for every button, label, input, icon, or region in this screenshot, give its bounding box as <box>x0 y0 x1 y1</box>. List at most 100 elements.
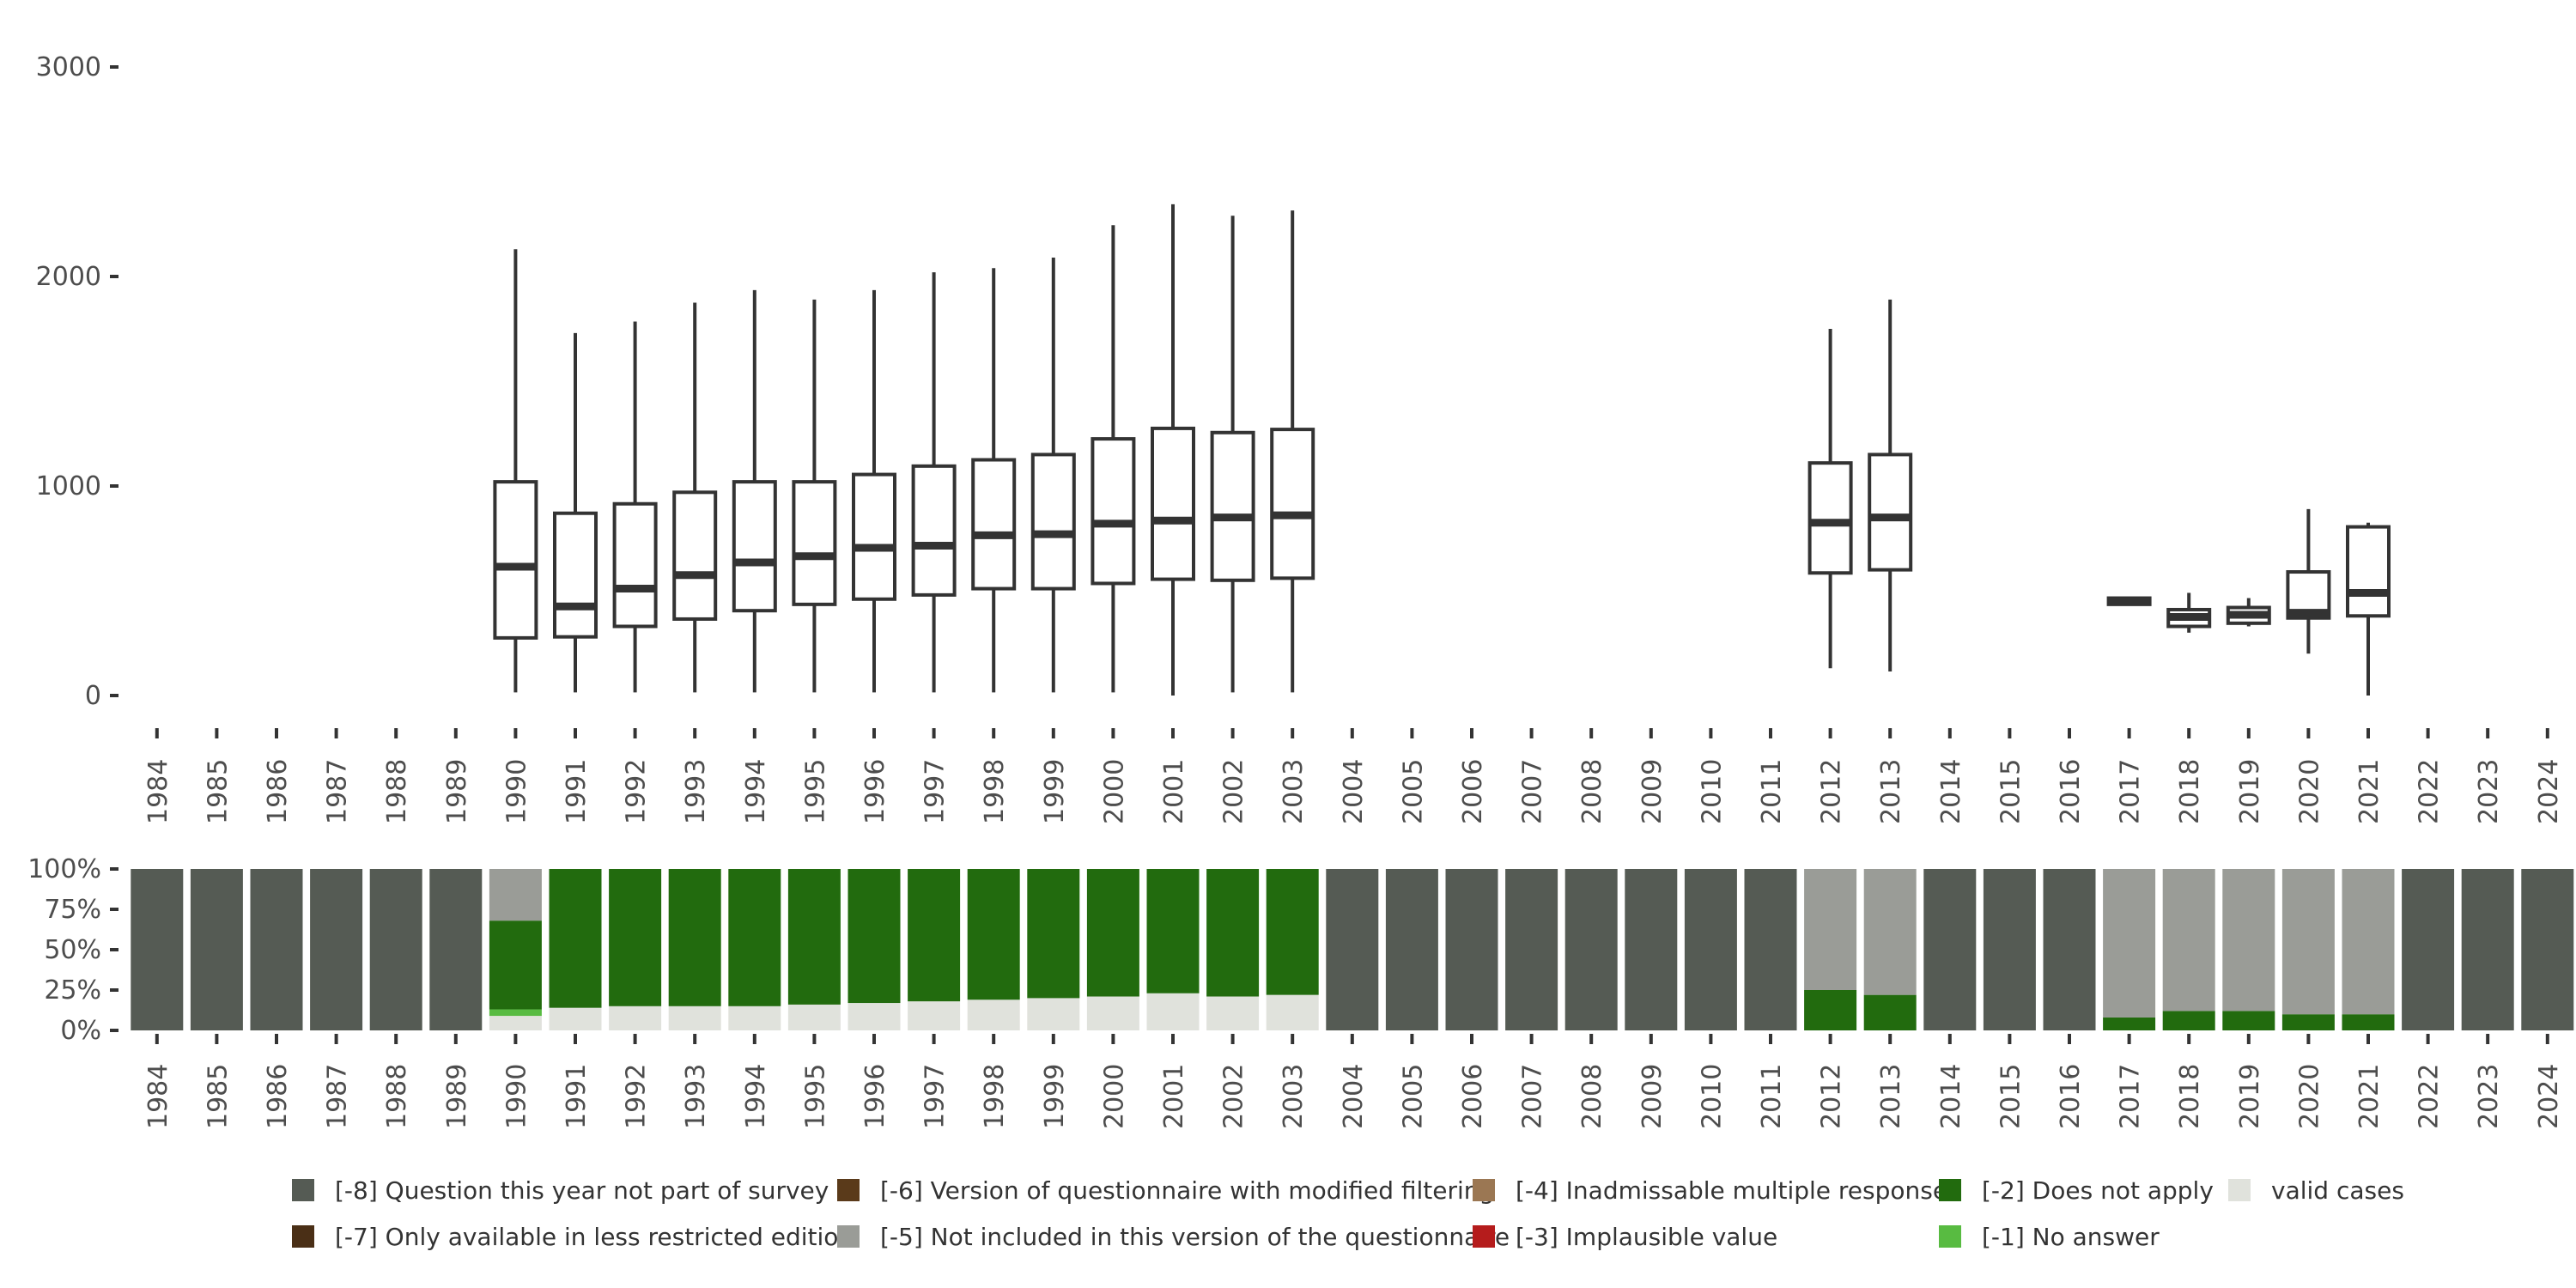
legend-label: [-7] Only available in less restricted e… <box>335 1222 854 1251</box>
bar-segment <box>1027 998 1080 1030</box>
x-tick-label: 2002 <box>1219 1064 1249 1129</box>
box-1995 <box>792 299 837 693</box>
box-body <box>971 458 1017 591</box>
x-tick-label: 2016 <box>2056 759 2086 824</box>
x-tick-label: 2022 <box>2415 1064 2445 1129</box>
x-tick-label: 2002 <box>1219 759 1249 824</box>
x-tick-label: 2005 <box>1398 759 1428 824</box>
x-tick-label: 2021 <box>2354 759 2385 824</box>
box-body <box>1210 430 1255 582</box>
bar-1985 <box>190 869 243 1030</box>
bar-2022 <box>2402 869 2455 1030</box>
bar-1994 <box>728 869 781 1030</box>
x-tick-label: 1986 <box>263 1064 293 1129</box>
bar-1995 <box>787 869 841 1030</box>
bar-1998 <box>967 869 1020 1030</box>
box-1998 <box>971 268 1017 693</box>
bar-2019 <box>2222 869 2275 1030</box>
bar-2011 <box>1744 869 1797 1030</box>
x-tick-label: 1992 <box>622 1064 652 1129</box>
bar-segment <box>1086 869 1139 997</box>
bar-2005 <box>1385 869 1438 1030</box>
bar-segment <box>668 869 721 1006</box>
bar-2006 <box>1445 869 1498 1030</box>
x-tick-label: 1985 <box>203 1064 233 1129</box>
bar-segment <box>2103 1017 2156 1030</box>
bar-2020 <box>2281 869 2335 1030</box>
legend-item: [-2] Does not apply <box>1939 1176 2214 1205</box>
x-tick-label: 1998 <box>980 1064 1010 1129</box>
x-tick-label: 2011 <box>1757 759 1787 824</box>
x-tick-label: 1992 <box>622 759 652 824</box>
legend-label: [-5] Not included in this version of the… <box>880 1222 1510 1251</box>
x-tick-label: 1989 <box>442 759 472 824</box>
x-tick-label: 2004 <box>1339 759 1369 824</box>
bar-segment <box>369 869 422 1030</box>
bar-2010 <box>1684 869 1737 1030</box>
bar-2021 <box>2342 869 2395 1030</box>
legend-label: valid cases <box>2271 1176 2404 1205</box>
legend-swatch <box>1939 1225 1961 1248</box>
bar-1999 <box>1027 869 1080 1030</box>
box-body <box>792 480 837 606</box>
x-tick-label: 1995 <box>800 759 830 824</box>
x-tick-label: 2006 <box>1458 1064 1488 1129</box>
bar-segment <box>1684 869 1737 1030</box>
x-tick-label: 2009 <box>1637 1064 1668 1129</box>
x-tick-label: 2019 <box>2235 759 2265 824</box>
bar-segment <box>250 869 303 1030</box>
x-tick-label: 1997 <box>920 1064 951 1129</box>
x-tick-label: 1989 <box>442 1064 472 1129</box>
x-tick-label: 2013 <box>1876 759 1906 824</box>
box-body <box>612 501 658 629</box>
box-body <box>2346 525 2391 618</box>
x-tick-label: 2018 <box>2175 759 2205 824</box>
legend-swatch <box>1473 1225 1495 1248</box>
x-tick-label: 1990 <box>501 1064 532 1129</box>
box-1996 <box>852 289 896 693</box>
x-tick-label: 1991 <box>562 759 592 824</box>
box-2021 <box>2346 522 2391 696</box>
bar-segment <box>1206 996 1260 1030</box>
x-tick-label: 2014 <box>1936 759 1966 824</box>
bar-2015 <box>1983 869 2036 1030</box>
legend-item: [-5] Not included in this version of the… <box>837 1222 1510 1251</box>
bar-1997 <box>908 869 961 1030</box>
y-tick-label: 2000 <box>36 262 101 292</box>
box-1990 <box>493 249 538 693</box>
stacked-bar-chart: 0% 25% 50% 75% 100% 1984 1985 1986 1987 1988 1989 1… <box>27 854 2574 1129</box>
bar-2001 <box>1146 869 1200 1030</box>
box-2003 <box>1270 210 1315 693</box>
x-tick-label: 2005 <box>1398 1064 1428 1129</box>
bar-segment <box>1266 994 1319 1030</box>
x-tick-label: 2014 <box>1936 1064 1966 1129</box>
x-tick-label: 1993 <box>681 1064 711 1129</box>
bar-2002 <box>1206 869 1260 1030</box>
bar-segment <box>1146 993 1200 1030</box>
bar-segment <box>848 1003 901 1030</box>
bar-segment <box>2162 869 2215 1012</box>
box-2017 <box>2106 596 2152 606</box>
bar-2007 <box>1505 869 1558 1030</box>
x-tick-label: 2004 <box>1339 1064 1369 1129</box>
x-tick-label: 2021 <box>2354 1064 2385 1129</box>
x-tick-label: 2008 <box>1577 1064 1607 1129</box>
box-1991 <box>553 332 598 693</box>
bar-2024 <box>2521 869 2574 1030</box>
bar-2004 <box>1326 869 1379 1030</box>
x-tick-label: 2009 <box>1637 759 1668 824</box>
bar-segment <box>967 999 1020 1030</box>
bar-1992 <box>609 869 662 1030</box>
bar-2016 <box>2043 869 2096 1030</box>
bar-segment <box>908 1001 961 1030</box>
x-tick-label: 1994 <box>741 1064 771 1129</box>
legend-label: [-1] No answer <box>1982 1222 2160 1251</box>
legend-item: [-8] Question this year not part of surv… <box>292 1176 829 1205</box>
bar-segment <box>1744 869 1797 1030</box>
x-tick-label: 1997 <box>920 759 951 824</box>
x-tick-label: 2019 <box>2235 1064 2265 1129</box>
bar-segment <box>1804 990 1857 1030</box>
legend: [-8] Question this year not part of surv… <box>292 1172 2439 1275</box>
bar-segment <box>1923 869 1977 1030</box>
y-tick-label: 0% <box>60 1016 101 1046</box>
